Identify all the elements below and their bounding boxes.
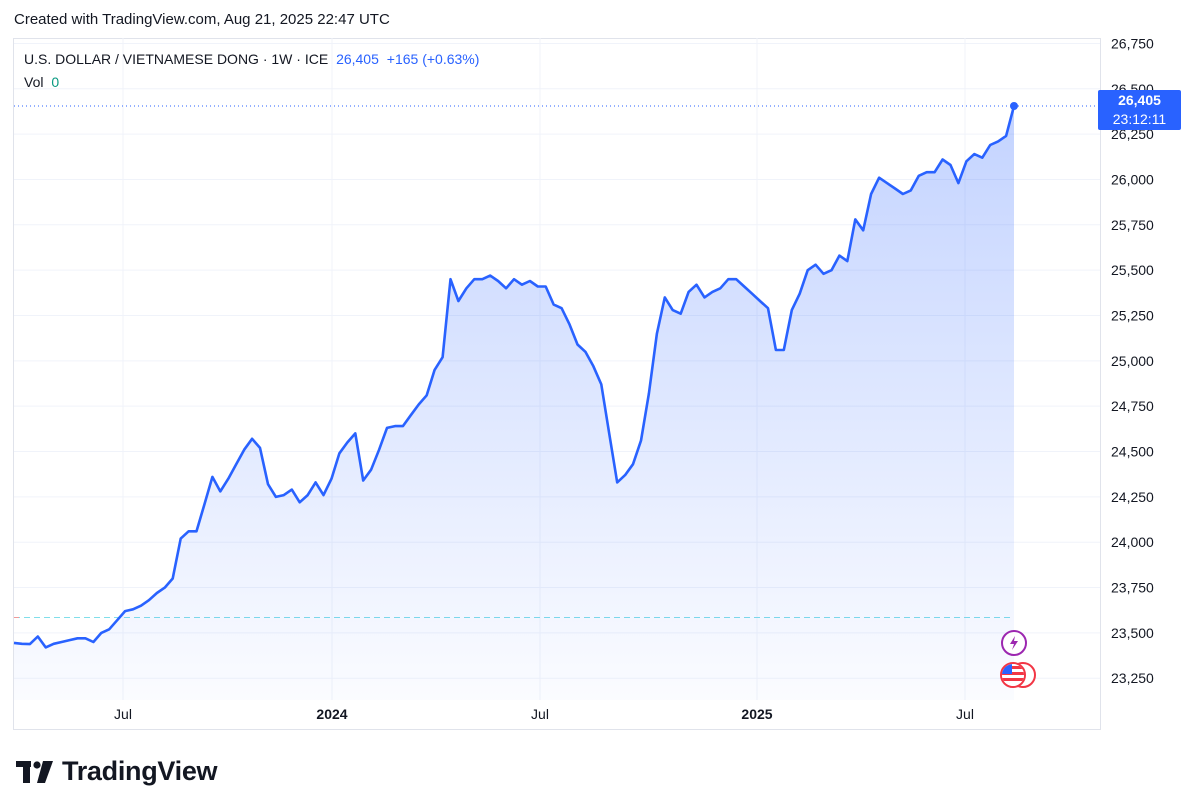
y-tick-label: 23,500 (1111, 625, 1154, 641)
tradingview-logo[interactable]: TradingView (16, 756, 218, 787)
y-tick-label: 23,250 (1111, 670, 1154, 686)
y-tick-label: 24,000 (1111, 534, 1154, 550)
chart-legend: U.S. DOLLAR / VIETNAMESE DONG · 1W · ICE… (24, 48, 479, 94)
y-tick-label: 24,500 (1111, 444, 1154, 460)
price-tag-price: 26,405 (1118, 92, 1161, 108)
volume-label: Vol (24, 74, 44, 90)
last-price-tag: 26,405 23:12:11 (1098, 90, 1181, 130)
created-with-caption: Created with TradingView.com, Aug 21, 20… (14, 11, 390, 28)
y-tick-label: 24,750 (1111, 398, 1154, 414)
x-tick-label: 2025 (741, 706, 772, 722)
y-tick-label: 25,500 (1111, 262, 1154, 278)
x-tick-label: 2024 (316, 706, 347, 722)
legend-row-symbol: U.S. DOLLAR / VIETNAMESE DONG · 1W · ICE… (24, 48, 479, 71)
tradingview-logo-icon (16, 760, 53, 783)
x-axis-ticks: Jul 2024 Jul 2025 Jul (114, 706, 974, 722)
symbol-title[interactable]: U.S. DOLLAR / VIETNAMESE DONG · 1W · ICE (24, 51, 329, 67)
price-tag-countdown: 23:12:11 (1112, 111, 1167, 127)
lightning-event-icon[interactable] (1001, 630, 1027, 656)
x-tick-label: Jul (956, 706, 974, 722)
price-area-fill (14, 106, 1014, 700)
y-tick-label: 26,000 (1111, 171, 1154, 187)
y-tick-label: 25,250 (1111, 307, 1154, 323)
legend-row-volume: Vol 0 (24, 71, 479, 94)
x-tick-label: Jul (114, 706, 132, 722)
y-tick-label: 25,000 (1111, 353, 1154, 369)
chart-pane[interactable] (13, 38, 1101, 730)
last-value: 26,405 (336, 51, 379, 67)
y-tick-label: 26,250 (1111, 126, 1154, 142)
price-line (13, 105, 1016, 649)
volume-value: 0 (51, 74, 60, 90)
x-tick-label: Jul (531, 706, 549, 722)
y-tick-label: 24,250 (1111, 489, 1154, 505)
last-price-dot (1010, 102, 1018, 111)
change-value: +165 (+0.63%) (386, 51, 480, 67)
us-flag-icon[interactable] (1000, 662, 1026, 688)
y-tick-label: 25,750 (1111, 217, 1154, 233)
y-axis-ticks: 23,250 23,500 23,750 24,000 24,250 24,500 24,7… (1111, 35, 1154, 686)
y-tick-label: 26,750 (1111, 35, 1154, 51)
tradingview-logo-text: TradingView (62, 756, 218, 786)
y-tick-label: 23,750 (1111, 580, 1154, 596)
